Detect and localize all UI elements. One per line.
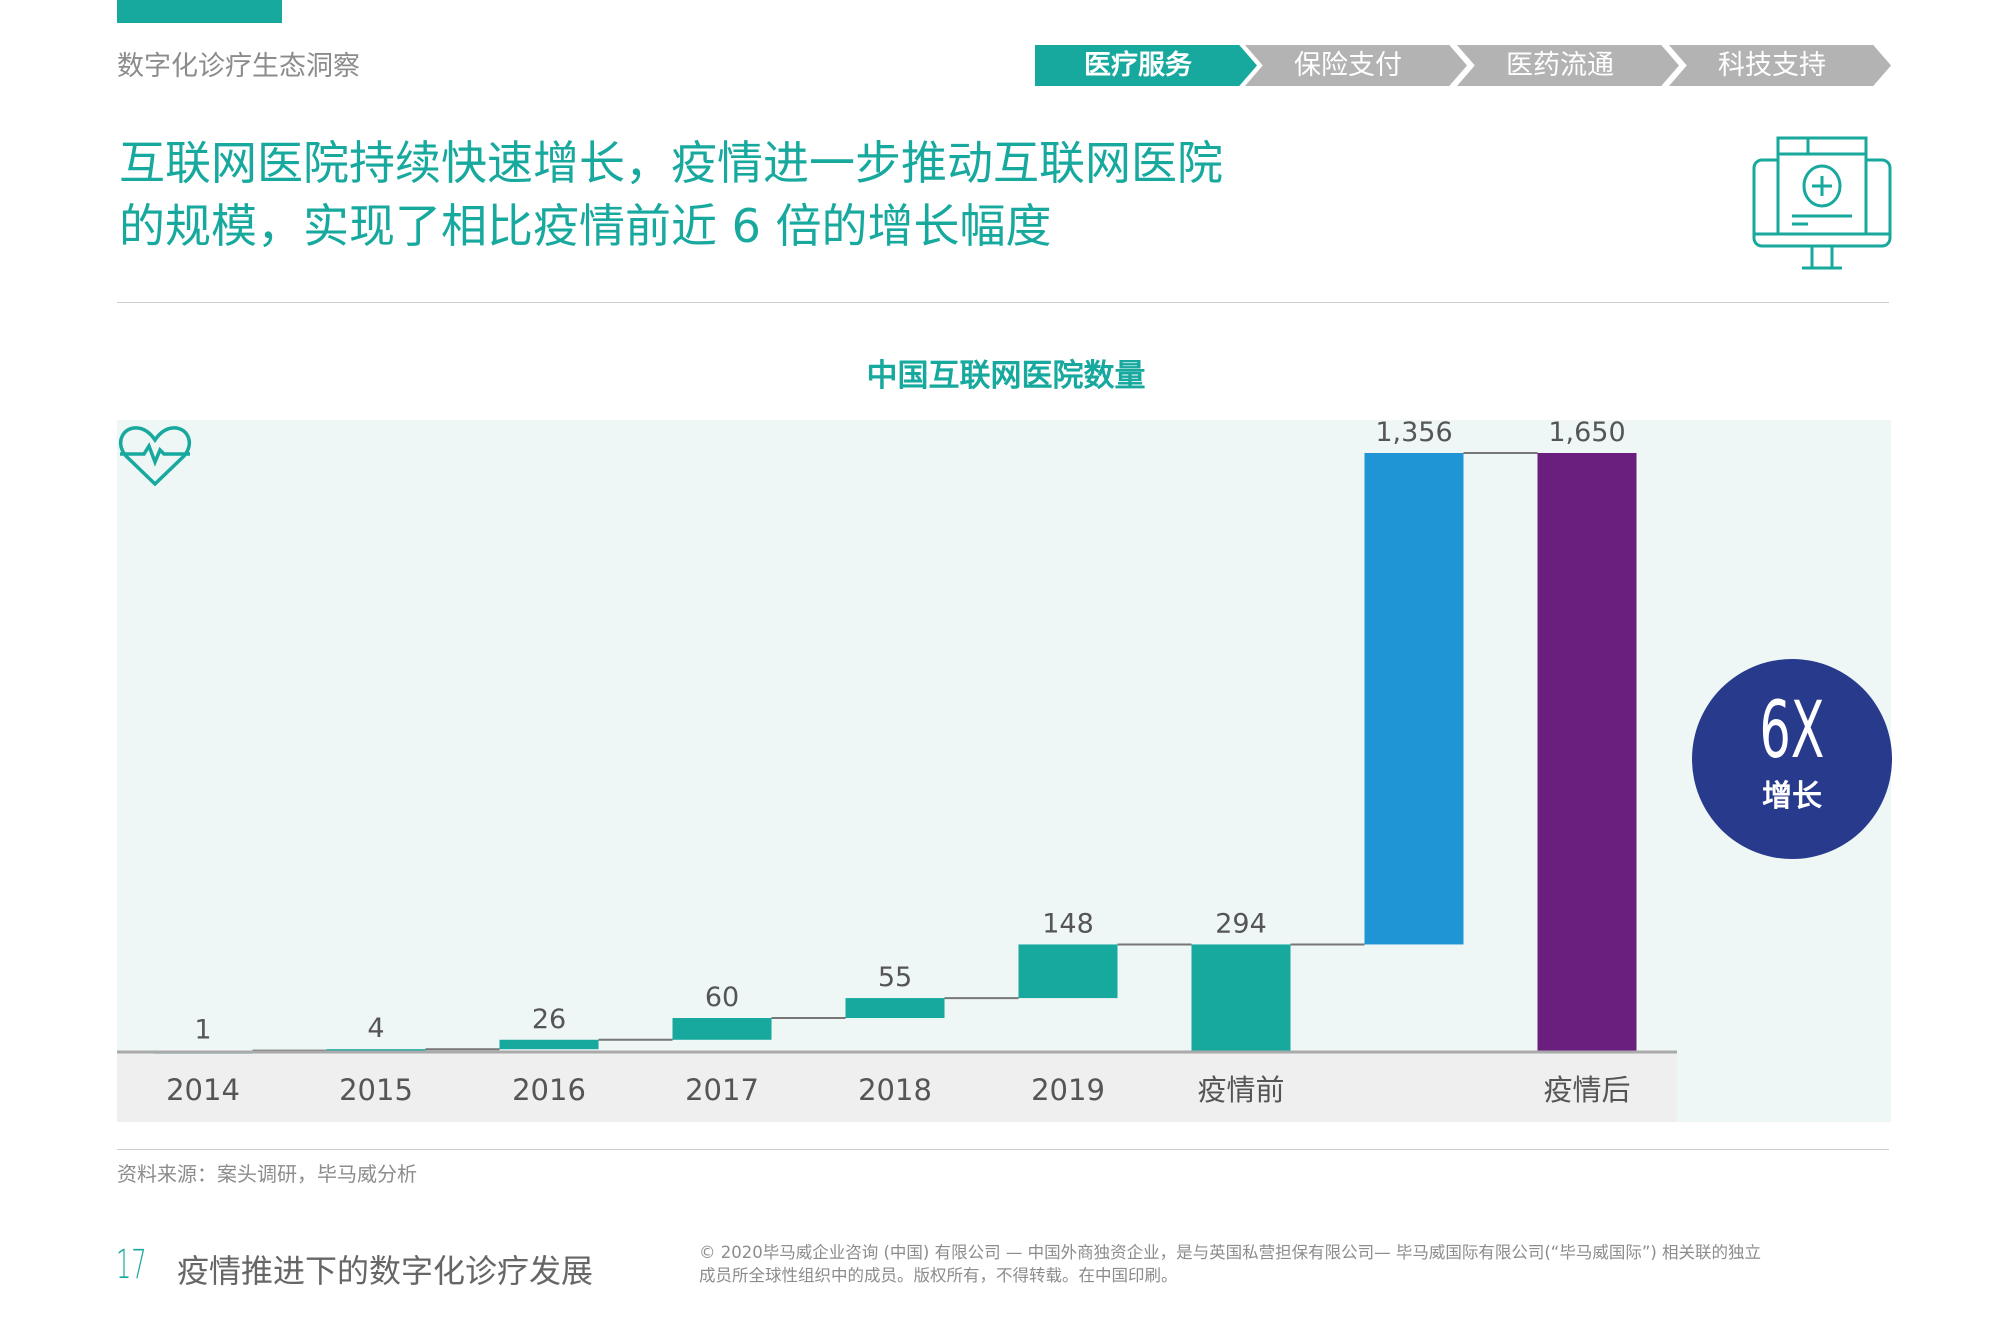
data-label: 60 — [705, 982, 739, 1013]
bar — [845, 998, 945, 1019]
bar — [1537, 453, 1637, 1051]
growth-badge: 6X 增长 — [1692, 659, 1892, 859]
heart-pulse-icon — [119, 426, 191, 487]
x-tick-label: 2015 — [339, 1073, 413, 1107]
source-note: 资料来源：案头调研，毕马威分析 — [117, 1162, 417, 1186]
tab-insurance-payment[interactable]: 保险支付 — [1245, 45, 1467, 86]
bar — [499, 1039, 599, 1050]
section-tabs: 医疗服务 保险支付 医药流通 科技支持 — [1035, 45, 1895, 86]
title-line-2: 的规模，实现了相比疫情前近 6 倍的增长幅度 — [119, 199, 1052, 253]
data-label: 1,650 — [1548, 417, 1625, 448]
tab-pharma-distribution[interactable]: 医药流通 — [1457, 45, 1679, 86]
data-label: 26 — [532, 1004, 566, 1035]
copyright-note: © 2020毕马威企业咨询 (中国) 有限公司 — 中国外商独资企业，是与英国私… — [699, 1241, 1899, 1287]
tab-medical-service[interactable]: 医疗服务 — [1035, 45, 1257, 86]
online-hospital-monitor-icon — [1752, 136, 1892, 270]
page-number: 17 — [116, 1242, 147, 1288]
x-tick-label: 2018 — [858, 1073, 932, 1107]
x-tick-label: 2019 — [1031, 1073, 1105, 1107]
page-title: 互联网医院持续快速增长，疫情进一步推动互联网医院 的规模，实现了相比疫情前近 6… — [119, 132, 1419, 258]
data-label: 55 — [878, 962, 912, 993]
growth-badge-label: 增长 — [1762, 779, 1822, 814]
x-tick-label: 疫情前 — [1197, 1073, 1284, 1107]
x-tick-label: 疫情后 — [1543, 1073, 1630, 1107]
section-label: 数字化诊疗生态洞察 — [117, 51, 360, 82]
title-line-1: 互联网医院持续快速增长，疫情进一步推动互联网医院 — [119, 136, 1223, 190]
x-tick-label: 2017 — [685, 1073, 759, 1107]
growth-badge-value: 6X — [1759, 686, 1825, 776]
x-tick-label: 2014 — [166, 1073, 240, 1107]
source-divider — [117, 1149, 1889, 1150]
x-axis-band — [117, 1053, 1677, 1122]
bar — [1364, 453, 1464, 945]
footer-title: 疫情推进下的数字化诊疗发展 — [177, 1252, 594, 1290]
data-label: 294 — [1215, 908, 1267, 939]
bar — [672, 1018, 772, 1040]
title-divider — [117, 302, 1889, 303]
data-label: 1 — [194, 1015, 211, 1046]
tab-tech-support[interactable]: 科技支持 — [1669, 45, 1891, 86]
bar — [1191, 944, 1291, 1051]
copyright-line-1: © 2020毕马威企业咨询 (中国) 有限公司 — 中国外商独资企业，是与英国私… — [699, 1243, 1762, 1262]
data-label: 4 — [367, 1013, 384, 1044]
chart-title: 中国互联网医院数量 — [866, 358, 1146, 394]
bar — [1018, 944, 1118, 999]
copyright-line-2: 成员所全球性组织中的成员。版权所有，不得转载。在中国印刷。 — [699, 1266, 1178, 1285]
data-label: 1,356 — [1375, 417, 1452, 448]
x-tick-label: 2016 — [512, 1073, 586, 1107]
data-label: 148 — [1042, 908, 1094, 939]
top-accent-bar — [117, 0, 282, 23]
